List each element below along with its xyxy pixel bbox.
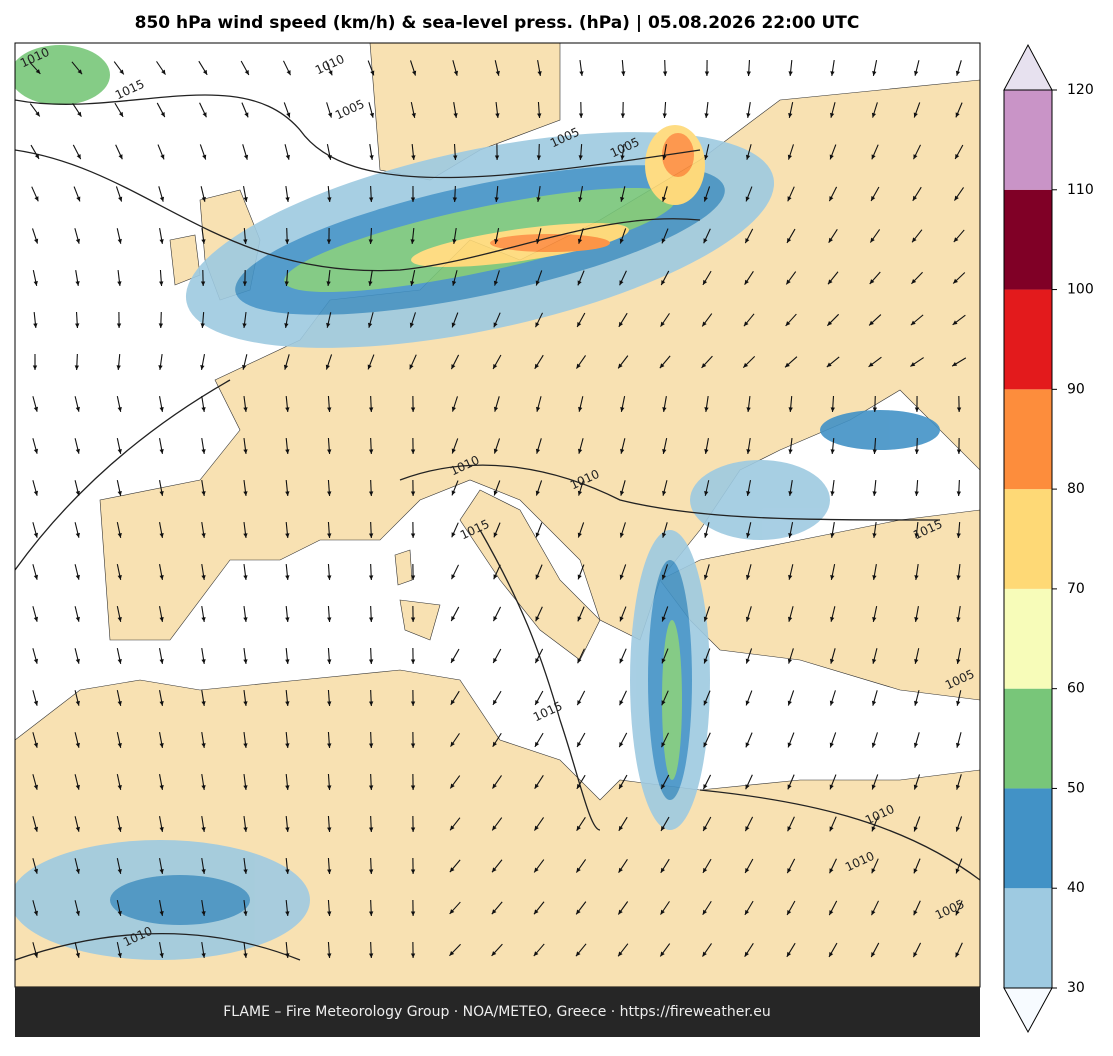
colorbar-band <box>1004 489 1052 589</box>
colorbar-tick-label: 70 <box>1067 581 1085 597</box>
colorbar-over <box>1004 45 1052 90</box>
map-title: 850 hPa wind speed (km/h) & sea-level pr… <box>135 13 860 33</box>
colorbar-band <box>1004 888 1052 988</box>
colorbar-tick-label: 110 <box>1067 182 1094 198</box>
colorbar-band <box>1004 589 1052 689</box>
colorbar-band <box>1004 689 1052 789</box>
colorbar-tick-label: 60 <box>1067 681 1085 697</box>
colorbar-tick-label: 80 <box>1067 481 1085 497</box>
colorbar-band <box>1004 190 1052 290</box>
colorbar-tick-label: 120 <box>1067 82 1094 98</box>
colorbar-tick-label: 100 <box>1067 282 1094 298</box>
colorbar-tick-label: 50 <box>1067 780 1085 796</box>
colorbar-tick-label: 30 <box>1067 980 1085 996</box>
colorbar-tick-label: 40 <box>1067 880 1085 896</box>
colorbar-band <box>1004 389 1052 489</box>
colorbar-band <box>1004 90 1052 190</box>
colorbar-band <box>1004 788 1052 888</box>
footer-text: FLAME – Fire Meteorology Group · NOA/MET… <box>223 1004 771 1020</box>
colorbar-tick-label: 90 <box>1067 381 1085 397</box>
colorbar-band <box>1004 290 1052 390</box>
colorbar-under <box>1004 988 1052 1032</box>
map: 1010101510101005100510051010101510101015… <box>10 43 980 987</box>
